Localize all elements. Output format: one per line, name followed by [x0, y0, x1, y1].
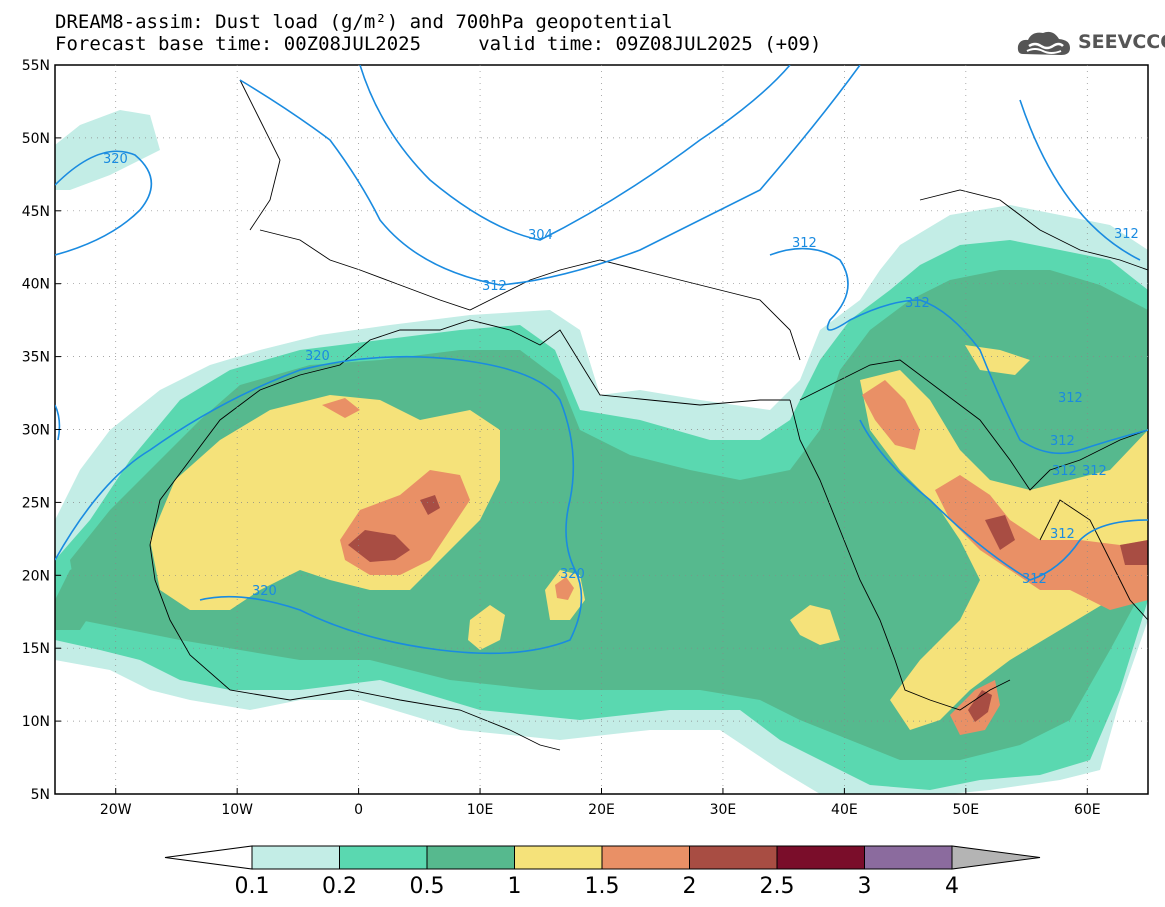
colorbar: 0.1 0.2 0.5 1 1.5 2 2.5 3 4	[164, 845, 1041, 899]
contour-label: 312	[905, 296, 930, 311]
contour-label: 312	[1114, 227, 1139, 242]
forecast-time-line: Forecast base time: 00Z08JUL2025 valid t…	[55, 33, 822, 55]
latitude-label: 20N	[22, 568, 50, 584]
dust-band-2-algeria-b	[420, 495, 440, 515]
latitude-label: 40N	[22, 277, 50, 293]
contour-label: 320	[252, 584, 277, 599]
latitude-label: 15N	[22, 641, 50, 657]
dust-band-0.1-north	[55, 110, 160, 190]
dust-band-1-sudan	[790, 605, 840, 645]
contour-label: 312	[1022, 572, 1047, 587]
colorbar-label: 0.2	[322, 874, 357, 899]
dust-band-1.5-iraq	[862, 380, 920, 450]
contour-label: 312	[792, 236, 817, 251]
colorbar-segment	[864, 845, 953, 870]
graticule	[55, 65, 1148, 794]
longitude-label: 60E	[1074, 802, 1101, 818]
contour-label: 312	[1058, 391, 1083, 406]
dust-band-0.5-west	[55, 560, 100, 630]
dust-band-2-oman	[1120, 540, 1148, 565]
dust-band-2-algeria	[348, 530, 410, 562]
contour-label: 320	[103, 152, 128, 167]
colorbar-high-arrow	[951, 845, 1041, 870]
latitude-label: 30N	[22, 423, 50, 439]
contour-label: 312	[1050, 527, 1075, 542]
contour-label-group: 320 320 304 312 312 312 320 320 312 312 …	[103, 152, 1139, 599]
latitude-label: 55N	[22, 58, 50, 74]
latitude-label: 5N	[31, 787, 50, 803]
latitude-label: 45N	[22, 204, 50, 220]
colorbar-segment	[251, 845, 340, 870]
dust-band-2-somalia	[968, 690, 992, 722]
contour-label: 312	[482, 279, 507, 294]
colorbar-segment	[689, 845, 778, 870]
colorbar-segment	[601, 845, 690, 870]
longitude-label: 20W	[100, 802, 132, 818]
contour-label: 320	[305, 349, 330, 364]
map-title: DREAM8-assim: Dust load (g/m²) and 700hP…	[55, 11, 673, 33]
latitude-label: 25N	[22, 495, 50, 511]
longitude-label: 50E	[952, 802, 979, 818]
longitude-label: 20E	[588, 802, 615, 818]
colorbar-segment	[426, 845, 515, 870]
geopotential-contours	[55, 65, 1148, 655]
dust-band-2-arabia	[985, 515, 1015, 550]
longitude-label: 40E	[831, 802, 858, 818]
colorbar-segment	[514, 845, 603, 870]
contour-label: 312	[1052, 464, 1077, 479]
colorbar-label: 2	[683, 874, 697, 899]
contour-label: 312	[1082, 464, 1107, 479]
latitude-labels: 55N 50N 45N 40N 35N 30N 25N 20N 15N 10N 5N	[22, 58, 61, 803]
dust-band-1.5-chad	[555, 577, 574, 600]
dust-band-1-mali	[468, 605, 505, 650]
latitude-label: 50N	[22, 131, 50, 147]
contour-label: 312	[1050, 434, 1075, 449]
colorbar-label: 4	[945, 874, 959, 899]
latitude-label: 10N	[22, 714, 50, 730]
longitude-label: 10W	[221, 802, 253, 818]
colorbar-low-arrow	[164, 845, 253, 870]
colorbar-label: 1.5	[585, 874, 620, 899]
colorbar-label: 3	[858, 874, 872, 899]
seevccc-logo-text: SEEVCCC	[1078, 31, 1165, 53]
contour-label: 320	[560, 567, 585, 582]
longitude-label: 30E	[710, 802, 737, 818]
colorbar-label: 0.1	[235, 874, 270, 899]
longitude-labels: 20W 10W 0 10E 20E 30E 40E 50E 60E	[100, 788, 1101, 818]
dust-band-1.5-morocco	[322, 398, 360, 418]
latitude-label: 35N	[22, 350, 50, 366]
dust-band-1.5-gulf	[935, 475, 1148, 610]
coastlines	[149, 79, 1148, 751]
colorbar-segment	[776, 845, 865, 870]
colorbar-label: 2.5	[760, 874, 795, 899]
colorbar-label: 1	[508, 874, 522, 899]
cloud-logo-icon	[1017, 31, 1070, 55]
longitude-label: 10E	[467, 802, 494, 818]
contour-label: 304	[528, 228, 553, 243]
longitude-label: 0	[354, 802, 363, 818]
colorbar-segment	[339, 845, 428, 870]
colorbar-label: 0.5	[410, 874, 445, 899]
